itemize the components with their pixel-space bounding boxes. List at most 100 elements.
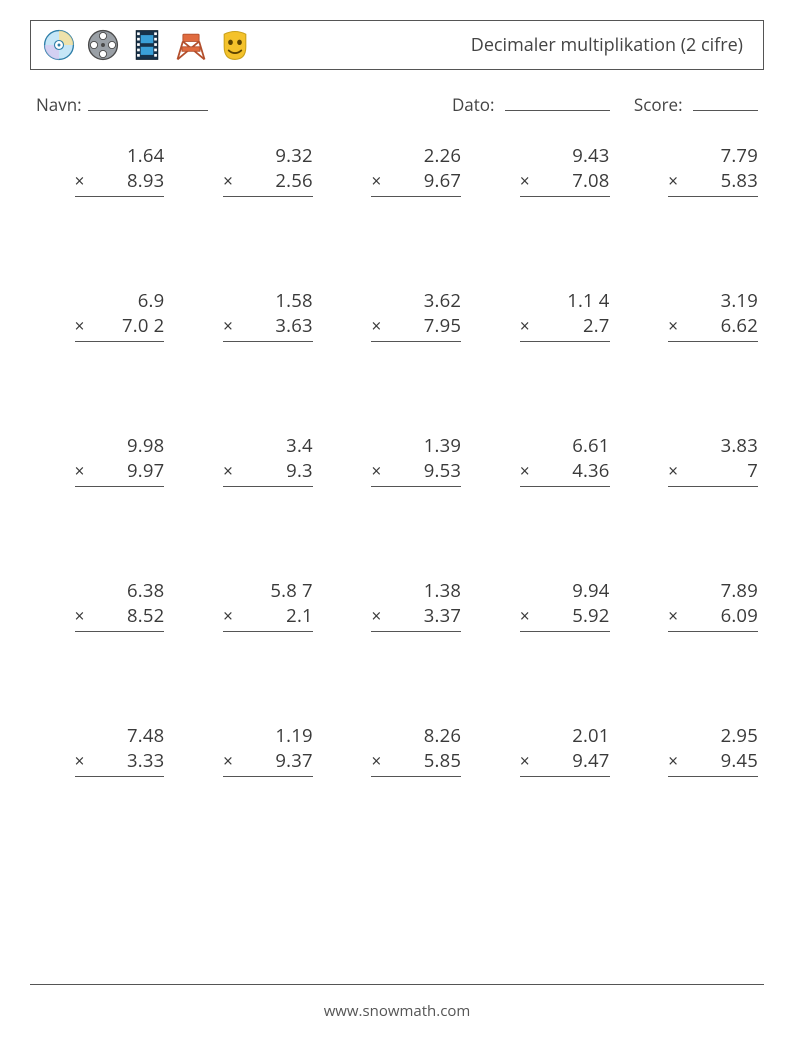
problem: 3.4 × 9.3 [184, 434, 312, 487]
operator: × [223, 460, 233, 483]
operator: × [371, 605, 381, 628]
problem: 2.95×9.45 [630, 724, 758, 777]
cd-icon [41, 27, 77, 63]
operator: × [371, 750, 381, 773]
multiplier: 6.62 [706, 314, 758, 339]
multiplier: 9.97 [112, 459, 164, 484]
operator: × [75, 605, 85, 628]
theater-mask-icon [217, 27, 253, 63]
operator: × [520, 605, 530, 628]
problem: 3.62 × 7.95 [333, 289, 461, 342]
director-chair-icon [173, 27, 209, 63]
multiplier: 2.56 [261, 169, 313, 194]
multiplier: 9.3 [261, 459, 313, 484]
footer-rule [30, 984, 764, 985]
multiplicand: 1.19 [261, 724, 313, 749]
problem: 1.38 × 3.37 [333, 579, 461, 632]
multiplier: 5.85 [409, 749, 461, 774]
multiplicand: 7.79 [706, 144, 758, 169]
multiplicand: 3.19 [706, 289, 758, 314]
multiplier: 5.83 [706, 169, 758, 194]
multiplicand: 1.64 [112, 144, 164, 169]
problem: 1.58 × 3.63 [184, 289, 312, 342]
problem: 6.61 × 4.36 [481, 434, 609, 487]
multiplicand: 9.94 [558, 579, 610, 604]
score-blank[interactable] [693, 92, 758, 111]
operator: × [223, 315, 233, 338]
problem: 7.89 × 6.09 [630, 579, 758, 632]
date-label: Dato: [452, 93, 495, 116]
operator: × [668, 170, 678, 193]
operator: × [371, 315, 381, 338]
multiplier: 3.33 [112, 749, 164, 774]
multiplicand: 3.62 [409, 289, 461, 314]
multiplier: 9.53 [409, 459, 461, 484]
operator: × [520, 170, 530, 193]
problem: 9.94×5.92 [481, 579, 609, 632]
multiplicand: 3.83 [706, 434, 758, 459]
operator: × [520, 460, 530, 483]
problem: 2.01 × 9.47 [481, 724, 609, 777]
operator: × [223, 750, 233, 773]
multiplicand: 1.39 [409, 434, 461, 459]
problem: 7.48×3.33 [36, 724, 164, 777]
multiplicand: 6.38 [112, 579, 164, 604]
operator: × [668, 460, 678, 483]
multiplicand: 2.26 [409, 144, 461, 169]
operator: × [520, 750, 530, 773]
multiplicand: 9.98 [112, 434, 164, 459]
multiplier: 8.93 [112, 169, 164, 194]
multiplicand: 5.8 7 [261, 579, 313, 604]
multiplier: 3.37 [409, 604, 461, 629]
film-strip-icon [129, 27, 165, 63]
operator: × [223, 170, 233, 193]
operator: × [371, 460, 381, 483]
multiplier: 9.47 [558, 749, 610, 774]
problem: 3.19 × 6.62 [630, 289, 758, 342]
operator: × [223, 605, 233, 628]
multiplicand: 6.61 [558, 434, 610, 459]
meta-row: Navn: Dato: Score: [30, 92, 764, 116]
operator: × [371, 170, 381, 193]
multiplicand: 7.89 [706, 579, 758, 604]
multiplicand: 9.32 [261, 144, 313, 169]
operator: × [520, 315, 530, 338]
date-blank[interactable] [505, 92, 610, 111]
operator: × [668, 605, 678, 628]
multiplier: 7 [706, 459, 758, 484]
footer: www.snowmath.com [0, 984, 794, 1021]
operator: × [75, 750, 85, 773]
multiplier: 7.95 [409, 314, 461, 339]
multiplicand: 1.1 4 [558, 289, 610, 314]
worksheet-title: Decimaler multiplikation (2 cifre) [471, 33, 743, 57]
multiplicand: 8.26 [409, 724, 461, 749]
problem: 1.19×9.37 [184, 724, 312, 777]
problem: 1.1 4×2.7 [481, 289, 609, 342]
operator: × [75, 315, 85, 338]
film-reel-icon [85, 27, 121, 63]
score-label: Score: [634, 93, 683, 116]
multiplicand: 1.58 [261, 289, 313, 314]
header-box: Decimaler multiplikation (2 cifre) [30, 20, 764, 70]
footer-url: www.snowmath.com [0, 1001, 794, 1021]
multiplier: 7.0 2 [112, 314, 164, 339]
multiplier: 6.09 [706, 604, 758, 629]
multiplicand: 2.95 [706, 724, 758, 749]
name-label: Navn: [36, 93, 82, 116]
multiplicand: 3.4 [261, 434, 313, 459]
multiplier: 7.08 [558, 169, 610, 194]
multiplier: 4.36 [558, 459, 610, 484]
multiplier: 3.63 [261, 314, 313, 339]
multiplier: 8.52 [112, 604, 164, 629]
multiplicand: 1.38 [409, 579, 461, 604]
multiplicand: 2.01 [558, 724, 610, 749]
problems-grid: 1.64×8.939.32×2.562.26×9.679.43×7.087.79… [30, 144, 764, 777]
problem: 7.79 × 5.83 [630, 144, 758, 197]
multiplicand: 6.9 [112, 289, 164, 314]
name-blank[interactable] [88, 92, 208, 111]
problem: 2.26×9.67 [333, 144, 461, 197]
icons-strip [41, 27, 253, 63]
multiplier: 9.45 [706, 749, 758, 774]
operator: × [668, 315, 678, 338]
multiplier: 2.1 [261, 604, 313, 629]
